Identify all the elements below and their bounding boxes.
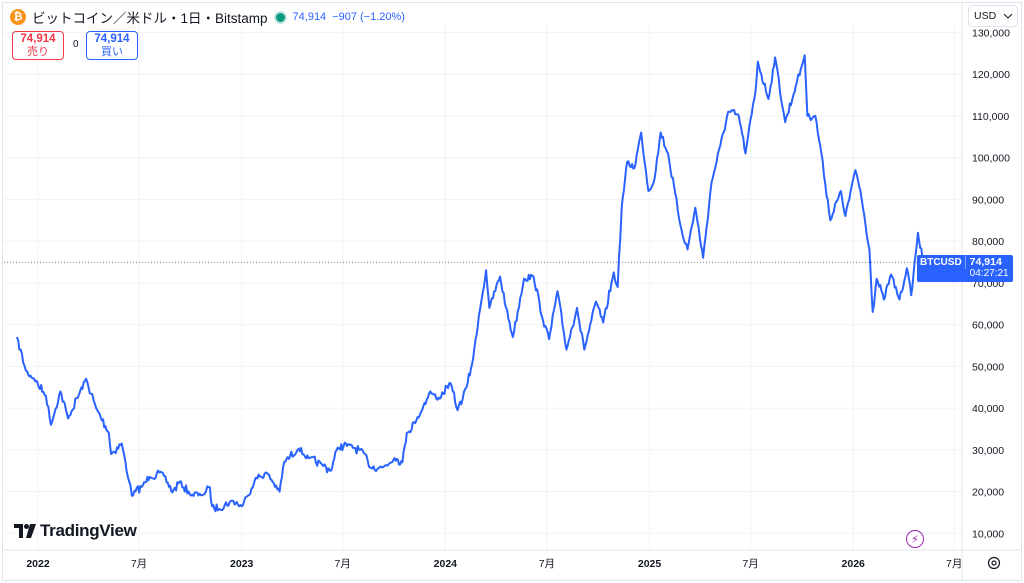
y-tick-label: 50,000 xyxy=(972,361,1004,373)
symbol-title[interactable]: ビットコイン／米ドル・1日・Bitstamp xyxy=(32,11,268,26)
buy-price: 74,914 xyxy=(94,33,130,45)
y-tick-label: 30,000 xyxy=(972,445,1004,457)
y-tick-label: 20,000 xyxy=(972,487,1004,499)
buy-button[interactable]: 74,914 買い xyxy=(86,31,138,60)
x-tick-label: 7月 xyxy=(742,558,758,570)
spread-value: 0 xyxy=(73,39,79,50)
price-tag-price: 74,914 xyxy=(969,256,1002,268)
chevron-down-icon xyxy=(1004,13,1012,19)
header-change: −907 (−1.20%) xyxy=(332,11,405,23)
y-tick-label: 90,000 xyxy=(972,194,1004,206)
currency-label: USD xyxy=(974,10,997,22)
x-tick-label: 2023 xyxy=(230,558,254,570)
x-tick-label: 2025 xyxy=(638,558,662,570)
flash-icon[interactable]: ⚡ xyxy=(906,530,924,548)
currency-selector[interactable]: USD xyxy=(968,5,1018,27)
y-tick-label: 60,000 xyxy=(972,320,1004,332)
x-tick-label: 7月 xyxy=(335,558,351,570)
y-tick-label: 10,000 xyxy=(972,528,1004,540)
x-tick-label: 2024 xyxy=(434,558,458,570)
y-tick-label: 40,000 xyxy=(972,403,1004,415)
x-tick-label: 2026 xyxy=(842,558,866,570)
y-tick-label: 80,000 xyxy=(972,236,1004,248)
sell-label: 売り xyxy=(27,46,49,58)
last-price-tag: BTCUSD 74,914 04:27:21 xyxy=(917,255,1013,282)
gear-icon[interactable] xyxy=(986,555,1002,571)
x-tick-label: 7月 xyxy=(131,558,147,570)
bitcoin-icon: ₿ xyxy=(10,9,26,25)
y-tick-label: 100,000 xyxy=(972,153,1010,165)
sell-button[interactable]: 74,914 売り xyxy=(12,31,64,60)
bar-countdown: 04:27:21 xyxy=(969,268,1009,279)
tradingview-logo-icon xyxy=(14,524,36,538)
series-line-btcusd xyxy=(15,54,927,513)
tradingview-logo-text: TradingView xyxy=(40,521,137,540)
sell-price: 74,914 xyxy=(20,33,56,45)
tradingview-logo[interactable]: TradingView xyxy=(14,521,137,541)
price-tag-symbol: BTCUSD xyxy=(917,256,966,269)
x-tick-label: 7月 xyxy=(539,558,555,570)
market-status-dot xyxy=(275,12,285,22)
chart-header: ₿ ビットコイン／米ドル・1日・Bitstamp 74,914 −907 (−1… xyxy=(10,7,405,27)
buy-label: 買い xyxy=(101,46,123,58)
x-tick-label: 2022 xyxy=(26,558,50,570)
y-tick-label: 130,000 xyxy=(972,27,1010,39)
x-tick-label: 7月 xyxy=(946,558,962,570)
y-tick-label: 110,000 xyxy=(972,111,1009,123)
y-tick-label: 120,000 xyxy=(972,69,1010,81)
header-price: 74,914 xyxy=(292,11,327,23)
